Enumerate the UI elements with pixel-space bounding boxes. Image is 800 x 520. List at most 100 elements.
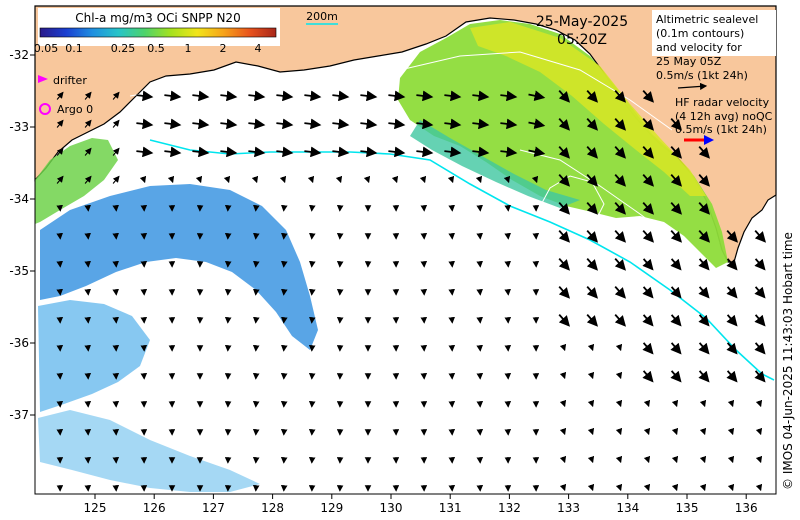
velocity-arrow	[615, 343, 623, 352]
velocity-arrow	[276, 118, 294, 130]
velocity-arrow	[56, 232, 63, 240]
velocity-arrow	[558, 118, 570, 131]
velocity-arrow	[559, 399, 567, 408]
velocity-arrow	[476, 232, 483, 240]
velocity-arrow	[699, 427, 707, 436]
velocity-arrow	[754, 258, 766, 271]
velocity-arrow	[500, 146, 518, 158]
velocity-arrow	[279, 175, 287, 184]
velocity-arrow	[472, 146, 490, 158]
velocity-arrow	[559, 455, 567, 464]
hf-legend-line-1: HF radar velocity	[675, 96, 770, 109]
velocity-arrow	[670, 314, 682, 327]
plot-frame	[34, 5, 777, 495]
velocity-arrow	[363, 175, 371, 184]
velocity-arrow	[251, 175, 259, 184]
velocity-arrow	[614, 314, 626, 327]
velocity-arrow	[671, 399, 679, 408]
velocity-arrow	[642, 286, 654, 299]
velocity-arrow	[335, 175, 343, 184]
velocity-arrow	[698, 174, 710, 187]
velocity-arrow	[698, 146, 710, 159]
velocity-arrow	[84, 119, 92, 128]
x-tick-label: 129	[320, 501, 343, 515]
velocity-arrow	[614, 202, 626, 215]
velocity-arrow	[136, 146, 154, 158]
velocity-arrow	[248, 90, 266, 102]
velocity-arrow	[587, 427, 595, 436]
velocity-arrow	[84, 260, 91, 268]
velocity-arrow	[112, 260, 119, 268]
x-tick-label: 136	[735, 501, 758, 515]
argo-legend-label: Argo 0	[57, 103, 93, 116]
velocity-arrow	[281, 288, 288, 296]
velocity-arrow	[642, 202, 654, 215]
y-tick-label: -36	[9, 336, 29, 350]
colorbar-backdrop	[38, 8, 280, 46]
velocity-arrows	[56, 90, 766, 492]
velocity-arrow	[419, 175, 427, 184]
velocity-arrow	[281, 204, 288, 212]
velocity-arrow	[587, 483, 595, 492]
velocity-arrow	[84, 204, 91, 212]
hf-radar-blue-arrowhead	[704, 135, 714, 145]
velocity-arrow	[504, 204, 511, 212]
velocity-arrow	[304, 118, 322, 130]
velocity-arrow	[56, 288, 63, 296]
altimetry-legend-line-5: 0.5m/s (1kt 24h)	[656, 69, 748, 82]
velocity-arrow	[726, 370, 738, 383]
x-tick-label: 127	[202, 501, 225, 515]
velocity-arrow	[727, 455, 735, 464]
velocity-arrow	[559, 427, 567, 436]
velocity-arrow	[586, 230, 598, 243]
velocity-arrow	[528, 90, 546, 102]
velocity-arrow	[558, 314, 570, 327]
velocity-arrow	[642, 314, 654, 327]
x-tick-label: 128	[261, 501, 284, 515]
velocity-arrow	[698, 342, 710, 355]
velocity-arrow	[615, 483, 623, 492]
colorbar-tick-label: 0.25	[111, 42, 136, 55]
velocity-arrow	[56, 91, 64, 100]
hf-legend-line-3: 0.5m/s (1kt 24h)	[675, 123, 767, 136]
velocity-arrow	[475, 175, 483, 184]
velocity-arrow	[309, 260, 316, 268]
velocity-arrow	[281, 316, 288, 324]
velocity-arrow	[476, 316, 483, 324]
velocity-arrow	[642, 90, 654, 103]
drifter-legend-label: drifter	[53, 74, 87, 87]
velocity-arrow	[586, 202, 598, 215]
copyright-text: © IMOS 04-Jun-2025 11:43:03 Hobart time	[781, 232, 795, 490]
velocity-arrow	[332, 90, 350, 102]
y-axis: -32 -33 -34 -35 -36 -37	[9, 48, 35, 422]
velocity-arrow	[670, 174, 682, 187]
velocity-arrow	[248, 146, 266, 158]
velocity-arrow	[448, 260, 455, 268]
velocity-arrow	[643, 399, 651, 408]
velocity-arrow	[642, 230, 654, 243]
velocity-arrow	[671, 455, 679, 464]
velocity-arrow	[698, 286, 710, 299]
velocity-arrow	[84, 316, 91, 324]
velocity-arrow	[558, 202, 570, 215]
x-tick-label: 131	[439, 501, 462, 515]
velocity-arrow	[754, 342, 766, 355]
velocity-arrow	[472, 118, 490, 130]
velocity-arrow	[448, 316, 455, 324]
velocity-arrow	[309, 316, 316, 324]
velocity-arrow	[448, 232, 455, 240]
velocity-arrow	[84, 147, 92, 156]
velocity-arrow	[558, 174, 570, 187]
colorbar-tick-label: 0.5	[147, 42, 165, 55]
velocity-arrow	[670, 342, 682, 355]
chlorophyll-west-lightblue	[38, 300, 150, 412]
velocity-arrow	[253, 232, 260, 240]
x-tick-label: 130	[380, 501, 403, 515]
velocity-arrow	[192, 118, 210, 130]
velocity-arrow	[195, 175, 203, 184]
velocity-arrow	[476, 344, 483, 352]
velocity-arrow	[558, 286, 570, 299]
velocity-arrow	[614, 146, 626, 159]
velocity-arrow	[112, 175, 120, 184]
velocity-arrow	[500, 118, 518, 130]
